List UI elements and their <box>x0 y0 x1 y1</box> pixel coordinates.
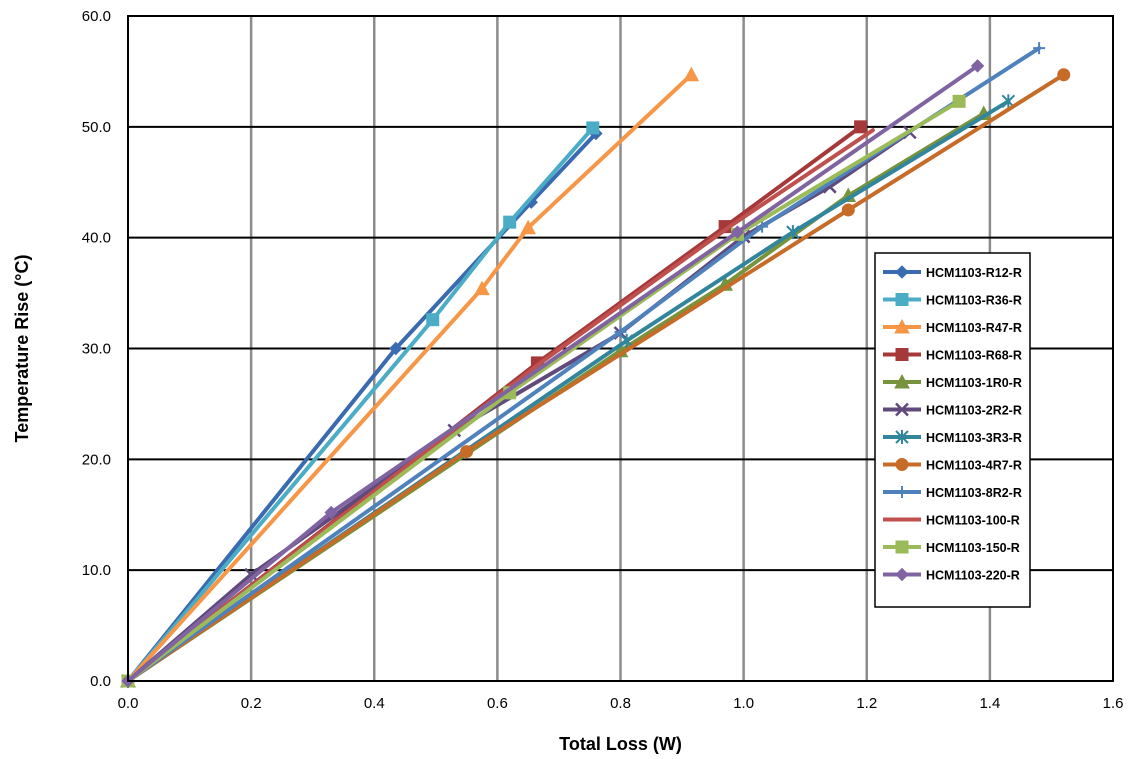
y-tick-label: 30.0 <box>82 341 111 358</box>
legend-item: HCM1103-2R2-R <box>883 402 1022 418</box>
data-point <box>586 121 600 135</box>
ticks: 0.0 0.2 0.4 0.6 0.8 1.0 1.2 1.4 1.6 0.0 10.0 20.0 30… <box>82 8 1124 712</box>
legend-item: HCM1103-4R7-R <box>883 458 1022 473</box>
y-tick-label: 10.0 <box>82 562 111 579</box>
legend-label: HCM1103-8R2-R <box>926 486 1022 500</box>
series-line <box>126 72 1066 683</box>
y-axis-title: Temperature Rise (°C) <box>12 255 32 443</box>
legend-marker <box>895 348 909 361</box>
x-tick-label: 0.0 <box>118 695 139 712</box>
series-line <box>126 72 694 683</box>
legend-label: HCM1103-R68-R <box>926 349 1022 363</box>
legend-marker <box>895 458 909 471</box>
x-tick-label: 1.4 <box>979 695 1000 712</box>
legend-label: HCM1103-1R0-R <box>926 376 1022 390</box>
x-tick-label: 0.4 <box>364 695 385 712</box>
data-point <box>756 220 769 233</box>
legend-label: HCM1103-R36-R <box>926 294 1022 308</box>
legend-label: HCM1103-3R3-R <box>926 431 1022 445</box>
x-tick-label: 0.6 <box>487 695 508 712</box>
legend-label: HCM1103-2R2-R <box>926 404 1022 418</box>
data-point <box>786 225 800 240</box>
y-tick-label: 0.0 <box>90 673 111 690</box>
x-axis-title: Total Loss (W) <box>559 734 682 754</box>
series-line <box>126 99 962 683</box>
legend-marker <box>894 318 910 334</box>
legend-label: HCM1103-150-R <box>926 541 1020 555</box>
y-tick-label: 50.0 <box>82 119 111 136</box>
x-tick-label: 1.0 <box>733 695 754 712</box>
legend-marker <box>894 373 910 389</box>
legend-label: HCM1103-4R7-R <box>926 459 1022 473</box>
legend-marker <box>895 430 909 444</box>
series-line <box>126 128 875 683</box>
series-HCM1103-100-R <box>126 128 875 683</box>
y-tick-label: 40.0 <box>82 230 111 247</box>
x-tick-label: 1.6 <box>1103 695 1124 712</box>
data-point <box>244 567 259 582</box>
data-point <box>614 325 627 338</box>
legend-item: HCM1103-1R0-R <box>883 373 1022 390</box>
legend-marker <box>895 293 909 306</box>
legend-item: HCM1103-R68-R <box>883 348 1022 363</box>
series-line <box>126 125 595 683</box>
legend-item: HCM1103-R12-R <box>883 265 1022 280</box>
legend-item: HCM1103-8R2-R <box>883 486 1022 500</box>
legend-item: HCM1103-R47-R <box>883 318 1022 335</box>
series-line <box>126 131 598 683</box>
data-point <box>952 94 966 108</box>
legend-label: HCM1103-100-R <box>926 514 1020 528</box>
data-point <box>324 505 338 520</box>
legend-marker <box>895 402 909 417</box>
legend-label: HCM1103-R12-R <box>926 266 1022 280</box>
legend-marker <box>895 540 909 554</box>
data-point <box>619 333 634 348</box>
legend-item: HCM1103-3R3-R <box>883 430 1022 445</box>
x-tick-label: 1.2 <box>856 695 877 712</box>
plot-border <box>127 15 1114 682</box>
data-point <box>841 203 855 217</box>
data-point <box>520 219 536 235</box>
legend-marker <box>895 265 909 279</box>
y-tick-label: 20.0 <box>82 451 111 468</box>
data-point <box>426 313 440 327</box>
legend-marker <box>895 567 909 582</box>
legend: HCM1103-R12-R HCM1103-R36-R HCM1103-R47-R H… <box>874 252 1031 608</box>
data-point <box>460 445 474 459</box>
legend-item: HCM1103-R36-R <box>883 293 1022 308</box>
series-line <box>126 63 980 683</box>
data-point <box>474 280 490 296</box>
data-point <box>503 215 517 229</box>
legend-item: HCM1103-150-R <box>883 540 1020 555</box>
x-tick-label: 0.2 <box>241 695 262 712</box>
x-tick-label: 0.8 <box>610 695 631 712</box>
legend-marker <box>896 486 908 498</box>
data-point <box>683 66 700 82</box>
data-point <box>970 59 985 73</box>
legend-label: HCM1103-220-R <box>926 569 1020 583</box>
data-point <box>389 341 403 356</box>
data-point <box>1057 68 1071 82</box>
legend-item: HCM1103-100-R <box>883 514 1020 528</box>
data-point <box>730 225 745 239</box>
data-point <box>1033 42 1046 55</box>
y-tick-label: 60.0 <box>82 8 111 25</box>
data-point <box>854 120 868 134</box>
legend-label: HCM1103-R47-R <box>926 321 1022 335</box>
legend-item: HCM1103-220-R <box>883 567 1020 583</box>
